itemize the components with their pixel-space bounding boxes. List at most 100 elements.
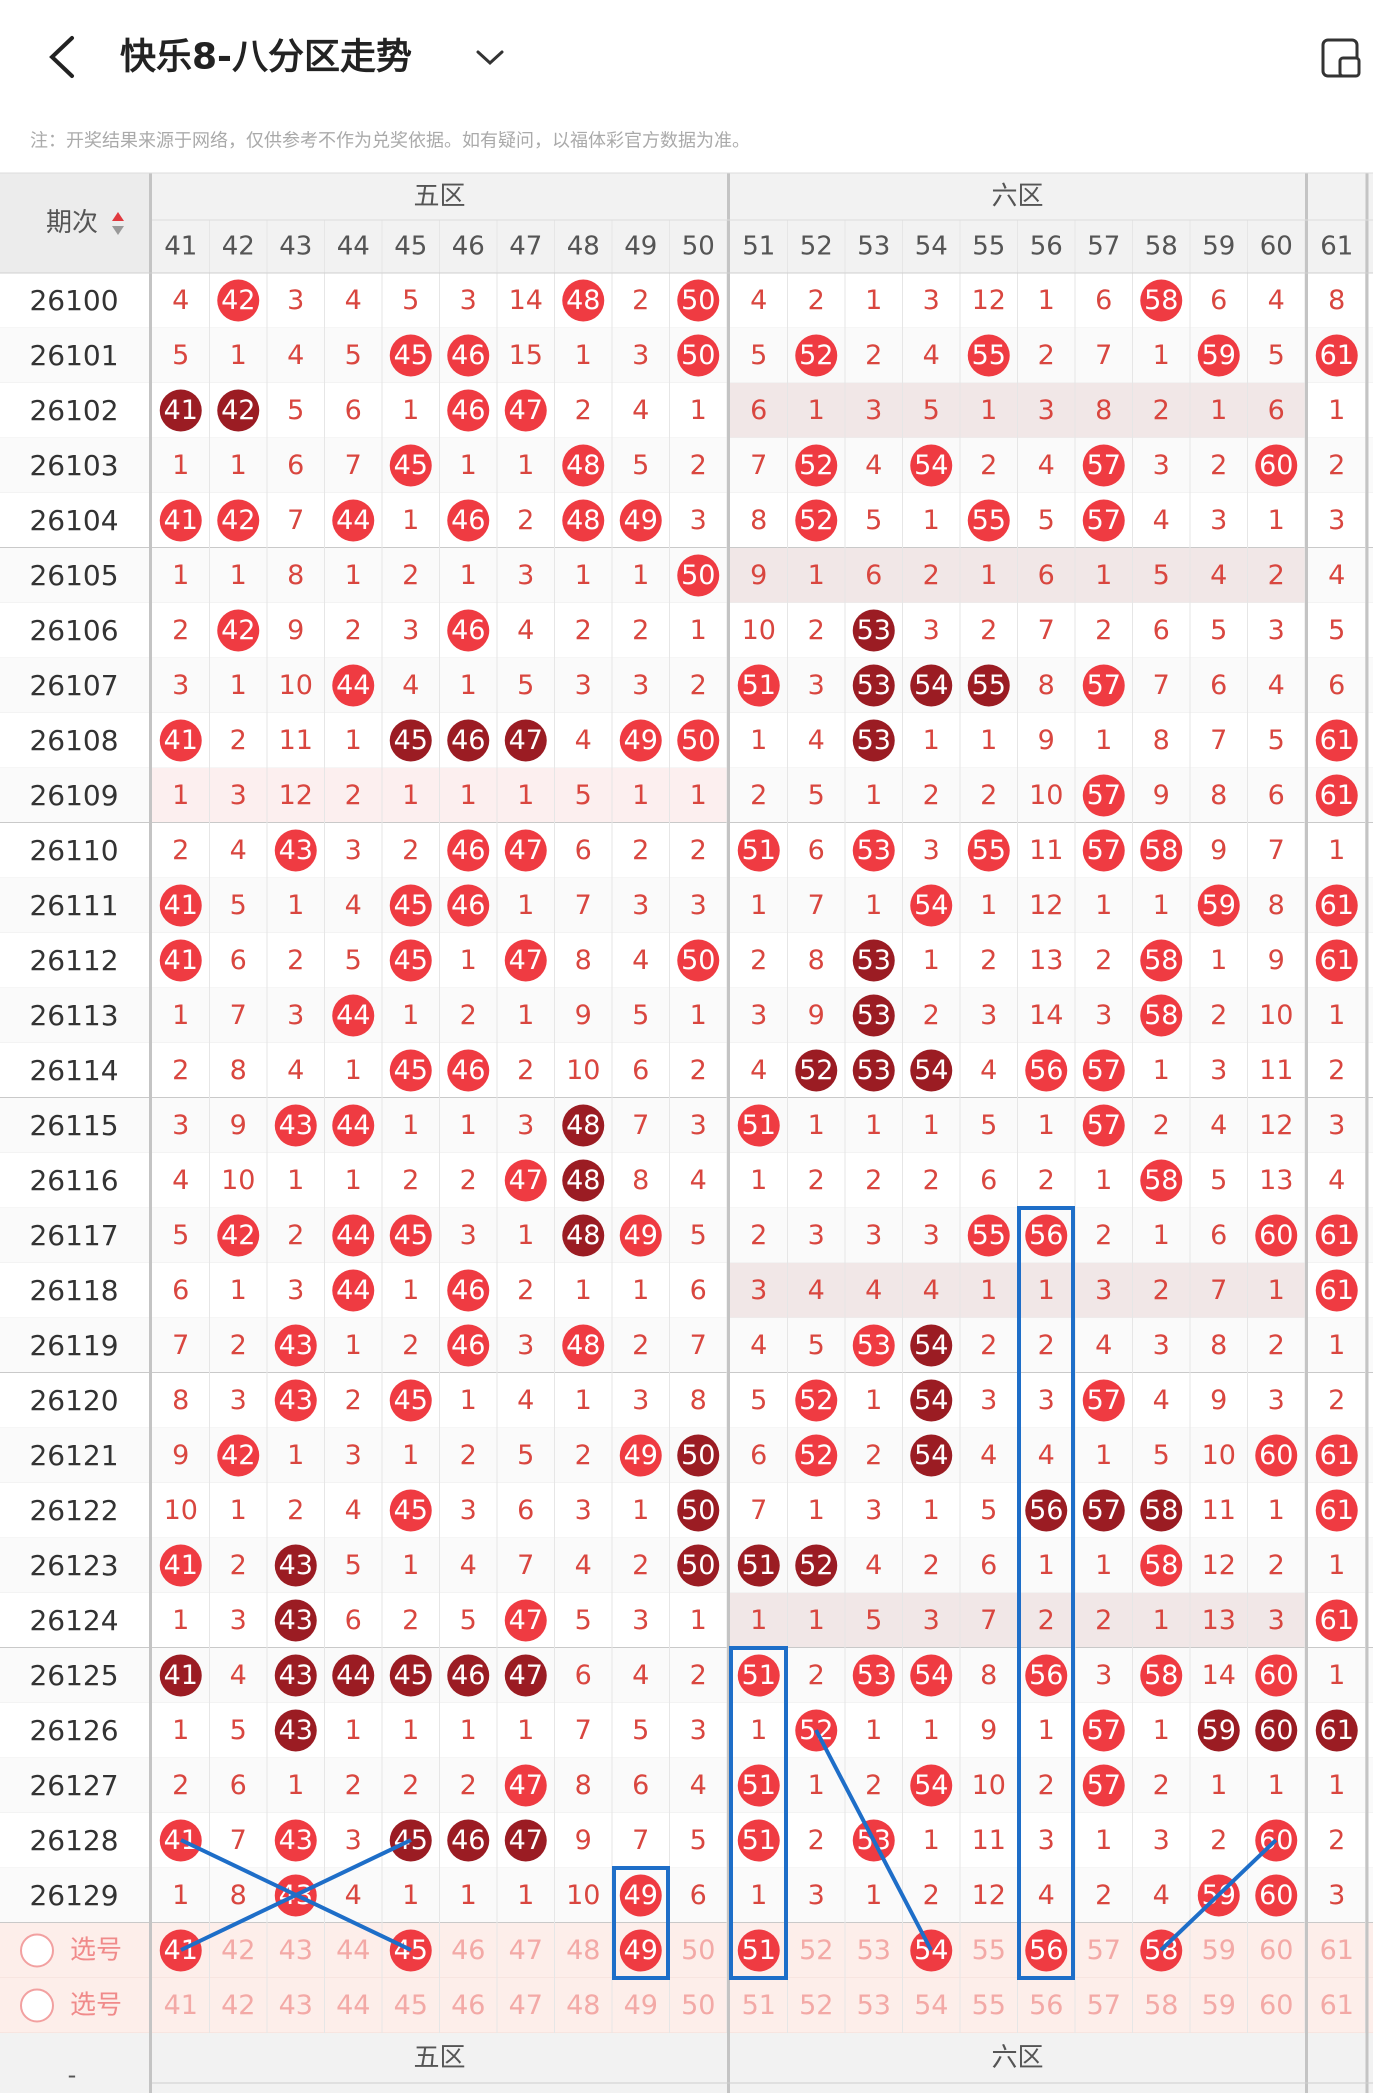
select-cell[interactable]: 46 (451, 1990, 485, 2021)
cell-number: 1 (808, 560, 825, 591)
select-cell[interactable]: 52 (799, 1990, 833, 2021)
select-cell[interactable]: 60 (1259, 1990, 1293, 2021)
select-cell[interactable]: 44 (336, 1935, 370, 1966)
select-cell[interactable]: 48 (566, 1990, 600, 2021)
select-cell[interactable]: 54 (910, 1929, 953, 1972)
cell-number: 2 (345, 615, 362, 646)
select-cell[interactable]: 43 (279, 1935, 313, 1966)
cell-number: 54 (914, 1660, 948, 1691)
select-cell[interactable]: 49 (624, 1990, 658, 2021)
cell-number: 1 (517, 890, 534, 921)
cell-number: 1 (632, 780, 649, 811)
cell-number: 6 (750, 395, 767, 426)
select-cell[interactable]: 55 (972, 1990, 1006, 2021)
ball (1197, 334, 1240, 377)
cell-number: 41 (164, 890, 198, 921)
cell-number: 3 (1210, 1055, 1227, 1086)
select-cell[interactable]: 59 (1202, 1935, 1236, 1966)
select-cell[interactable]: 59 (1202, 1990, 1236, 2021)
select-cell[interactable]: 56 (1029, 1990, 1063, 2021)
select-number: 43 (279, 1935, 313, 1966)
cell-number: 4 (517, 615, 534, 646)
row-bg (0, 1098, 1373, 1153)
column-number: 56 (1030, 232, 1063, 262)
cell-number: 4 (865, 1550, 882, 1581)
cell-number: 1 (690, 395, 707, 426)
ball (910, 884, 953, 927)
select-cell[interactable]: 43 (279, 1990, 313, 2021)
select-cell[interactable]: 53 (857, 1990, 891, 2021)
back-button[interactable] (49, 36, 74, 78)
cell-number: 1 (1038, 1275, 1055, 1306)
select-cell[interactable]: 47 (509, 1990, 543, 2021)
ball (217, 279, 260, 322)
layout-toggle[interactable] (1321, 38, 1361, 78)
select-number: 59 (1202, 1990, 1236, 2021)
select-cell[interactable]: 51 (742, 1990, 776, 2021)
ball (1082, 1379, 1125, 1422)
select-cell[interactable]: 57 (1087, 1990, 1121, 2021)
period: 26104 (29, 504, 118, 537)
select-cell[interactable]: 58 (1144, 1990, 1178, 2021)
select-cell[interactable]: 48 (566, 1935, 600, 1966)
select-cell[interactable]: 41 (159, 1929, 202, 1972)
dropdown-toggle[interactable] (476, 50, 504, 66)
cell-number: 8 (287, 560, 304, 591)
select-cell[interactable]: 45 (394, 1990, 428, 2021)
period: 26118 (29, 1274, 118, 1307)
select-cell[interactable]: 54 (914, 1990, 948, 2021)
cell-number: 4 (460, 1550, 477, 1581)
select-cell[interactable]: 49 (619, 1929, 662, 1972)
cell-number: 1 (402, 1715, 419, 1746)
select-cell[interactable]: 53 (857, 1935, 891, 1966)
ball (1255, 1214, 1298, 1257)
select-cell[interactable]: 57 (1087, 1935, 1121, 1966)
select-cell[interactable]: 47 (509, 1935, 543, 1966)
cell-number: 1 (287, 1770, 304, 1801)
cell-number: 8 (632, 1165, 649, 1196)
cell-number: 49 (624, 1880, 658, 1911)
select-number: 54 (914, 1990, 948, 2021)
cell-number: 10 (742, 615, 776, 646)
ball (447, 719, 490, 762)
select-cell[interactable]: 52 (799, 1935, 833, 1966)
select-toggle[interactable] (20, 1933, 54, 1968)
select-cell[interactable]: 60 (1259, 1935, 1293, 1966)
select-cell[interactable]: 51 (737, 1929, 780, 1972)
select-cell[interactable]: 50 (681, 1935, 715, 1966)
cell-number: 2 (1328, 450, 1345, 481)
cell-number: 41 (164, 1825, 198, 1856)
cell-number: 1 (402, 1880, 419, 1911)
select-cell[interactable]: 41 (164, 1990, 198, 2021)
cell-number: 49 (624, 1440, 658, 1471)
cell-number: 3 (865, 1495, 882, 1526)
select-cell[interactable]: 56 (1025, 1929, 1068, 1972)
select-cell[interactable]: 44 (336, 1990, 370, 2021)
ball (562, 279, 605, 322)
ball (967, 664, 1010, 707)
ball (389, 1654, 432, 1697)
cell-number: 7 (750, 450, 767, 481)
cell-number: 47 (509, 395, 543, 426)
cell-number: 13 (1259, 1165, 1293, 1196)
ball (504, 719, 547, 762)
cell-number: 11 (1202, 1495, 1236, 1526)
select-cell[interactable]: 42 (221, 1990, 255, 2021)
cell-number: 1 (690, 1605, 707, 1636)
cell-number: 6 (1210, 670, 1227, 701)
select-cell[interactable]: 61 (1320, 1935, 1354, 1966)
cell-number: 10 (1029, 780, 1063, 811)
select-cell[interactable]: 50 (681, 1990, 715, 2021)
select-cell[interactable]: 55 (972, 1935, 1006, 1966)
select-number: 47 (509, 1990, 543, 2021)
row-bg (0, 1318, 1373, 1373)
select-toggle[interactable] (20, 1988, 54, 2023)
trend-line (814, 1729, 933, 1951)
period: 26105 (29, 559, 118, 592)
cell-number: 10 (566, 1880, 600, 1911)
select-cell[interactable]: 46 (451, 1935, 485, 1966)
select-cell[interactable]: 42 (221, 1935, 255, 1966)
cell-number: 1 (980, 725, 997, 756)
select-cell[interactable]: 61 (1320, 1990, 1354, 2021)
